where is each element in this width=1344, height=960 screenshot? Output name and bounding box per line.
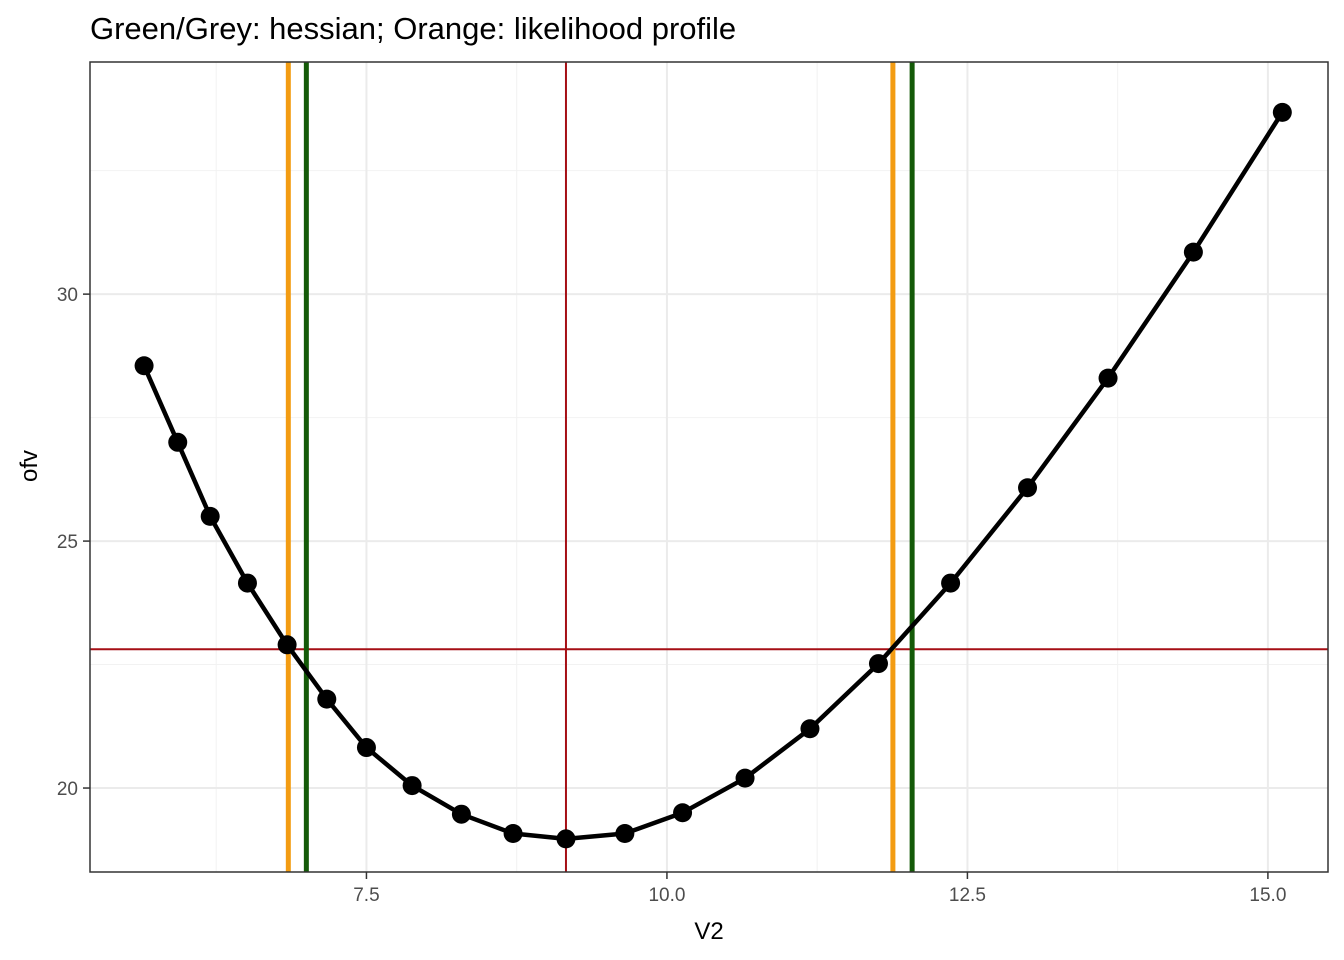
data-point bbox=[1018, 478, 1038, 498]
data-point bbox=[356, 738, 376, 758]
series-layer bbox=[134, 102, 1292, 849]
data-point bbox=[451, 804, 471, 824]
panel-border bbox=[89, 61, 1329, 873]
x-axis-title: V2 bbox=[694, 918, 723, 945]
y-axis: 20 25 30 bbox=[57, 285, 90, 800]
data-point bbox=[402, 776, 422, 796]
data-point bbox=[556, 829, 576, 849]
data-point bbox=[168, 432, 188, 452]
data-point bbox=[941, 573, 961, 593]
data-point bbox=[200, 506, 220, 526]
data-point bbox=[277, 635, 297, 655]
x-tick-label: 15.0 bbox=[1249, 885, 1286, 906]
data-point bbox=[317, 689, 337, 709]
major-gridlines bbox=[90, 62, 1328, 872]
x-axis: 7.5 10.0 12.5 15.0 bbox=[353, 872, 1286, 906]
chart-title: Green/Grey: hessian; Orange: likelihood … bbox=[90, 11, 736, 46]
y-tick-label: 25 bbox=[57, 532, 78, 553]
data-point bbox=[800, 719, 820, 739]
data-point bbox=[1183, 242, 1203, 262]
reference-lines bbox=[90, 62, 1328, 872]
data-point bbox=[237, 573, 257, 593]
x-tick-label: 10.0 bbox=[648, 885, 685, 906]
series-line bbox=[141, 110, 1285, 842]
data-point bbox=[1272, 102, 1292, 122]
y-tick-label: 30 bbox=[57, 285, 78, 306]
data-point bbox=[615, 823, 635, 843]
x-tick-label: 7.5 bbox=[353, 885, 379, 906]
x-tick-label: 12.5 bbox=[949, 885, 986, 906]
minor-gridlines bbox=[90, 62, 1328, 872]
data-point bbox=[673, 803, 693, 823]
data-point bbox=[503, 823, 523, 843]
data-point bbox=[735, 768, 755, 788]
data-point bbox=[134, 356, 154, 376]
y-tick-label: 20 bbox=[57, 779, 78, 800]
data-point bbox=[868, 654, 888, 674]
data-point bbox=[1098, 368, 1118, 388]
y-axis-title: ofv bbox=[16, 450, 43, 482]
